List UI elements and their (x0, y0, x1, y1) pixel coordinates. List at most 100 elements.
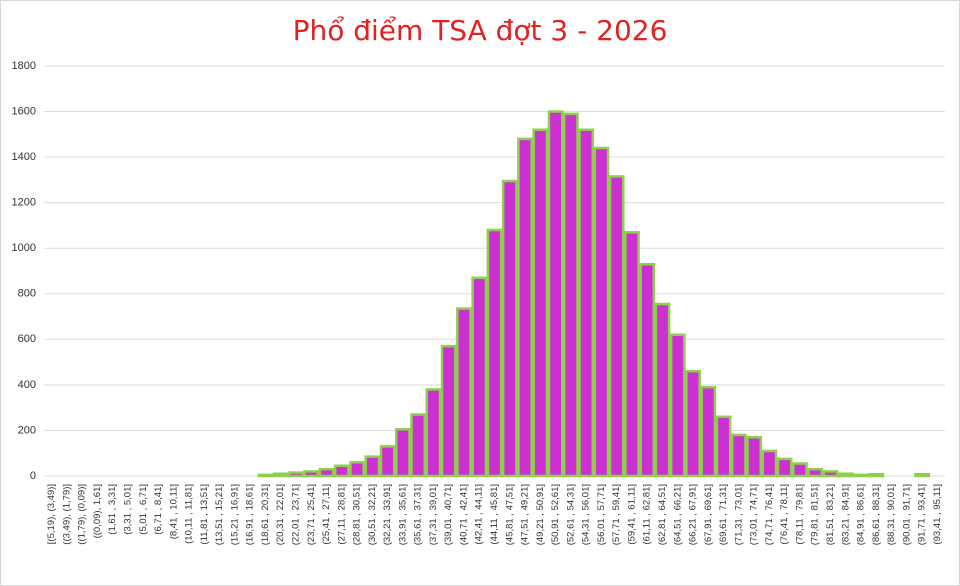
bar (837, 472, 854, 478)
x-tick-label: (74,71 , 76,41] (764, 484, 775, 545)
y-tick-label: 800 (18, 288, 36, 300)
y-tick-label: 1200 (12, 197, 36, 209)
x-tick-label: (47,51 , 49,21] (520, 484, 531, 545)
bar (333, 464, 350, 478)
x-tick-label: (11,81 , 13,51] (199, 484, 210, 545)
bar (486, 228, 503, 478)
x-tick-label: ((3,49), (1,79)] (61, 484, 72, 545)
x-tick-label: (78,11 , 79,81] (794, 484, 805, 545)
x-tick-label: (6,71 , 8,41] (153, 484, 164, 535)
bar (410, 413, 427, 478)
bar (547, 110, 564, 478)
bar (914, 472, 930, 478)
x-tick-label: (59,41 , 61,11] (626, 484, 637, 545)
x-tick-label: (93,41 , 95,11] (932, 484, 943, 545)
x-tick-label: (49,21 , 50,91] (535, 484, 546, 545)
x-tick-label: (62,81 , 64,51] (657, 484, 668, 545)
x-tick-label: (76,41 , 78,11] (779, 484, 790, 545)
bar (562, 112, 579, 478)
x-tick-label: (30,51 , 32,21] (367, 484, 378, 545)
x-tick-label: (81,51 , 83,21] (825, 484, 836, 545)
x-tick-label: (1,61 , 3,31] (107, 484, 118, 535)
bar (822, 470, 839, 478)
x-tick-label: (88,31 , 90,01] (886, 484, 897, 545)
x-tick-label: (16,91 , 18,61] (245, 484, 256, 545)
x-tick-label: (86,61 , 88,31] (871, 484, 882, 545)
x-tick-label: (23,71 , 25,41] (306, 484, 317, 545)
x-tick-label: (67,91 , 69,61] (703, 484, 714, 545)
x-tick-label: (52,61 , 54,31] (565, 484, 576, 545)
x-tick-label: (42,41 , 44,11] (474, 484, 485, 545)
bar (394, 428, 411, 478)
x-tick-label: (5,01 , 6,71] (138, 484, 149, 535)
bar (288, 471, 304, 478)
x-tick-label: (8,41 , 10,11] (168, 484, 179, 539)
x-tick-label: (27,11 , 28,81] (336, 484, 347, 545)
bar (318, 467, 335, 478)
x-tick-label: (57,71 , 59,41] (611, 484, 622, 545)
x-tick-label: (10,11 , 11,81] (184, 484, 195, 544)
bar (776, 457, 793, 478)
bar (532, 128, 549, 478)
bar (593, 146, 610, 478)
x-tick-label: (32,21 , 33,91] (382, 484, 393, 545)
x-tick-label: (18,61 , 20,31] (260, 484, 271, 545)
bar (456, 307, 472, 478)
y-tick-label: 0 (30, 470, 36, 482)
x-tick-label: (22,01 , 23,71] (290, 484, 301, 545)
x-tick-label: (20,31 , 22,01] (275, 484, 286, 545)
bar (746, 436, 762, 478)
x-tick-label: (56,01 , 57,71] (596, 484, 607, 545)
x-tick-label: (44,11 , 45,81] (489, 484, 500, 545)
y-tick-label: 600 (18, 333, 36, 345)
x-tick-label: (13,51 , 15,21] (214, 484, 225, 545)
y-tick-label: 1400 (12, 151, 36, 163)
bar (471, 276, 488, 478)
x-tick-label: (3,31 , 5,01] (123, 484, 134, 535)
bar (425, 388, 442, 478)
bar (501, 179, 518, 478)
bar (517, 137, 533, 478)
x-tick-label: (61,11 , 62,81] (642, 484, 653, 545)
x-tick-label: (69,61 , 71,31] (718, 484, 729, 545)
bar (639, 262, 656, 478)
x-tick-label: [(5,19), (3,49)] (46, 484, 57, 544)
x-tick-label: (15,21 , 16,91] (229, 484, 240, 545)
y-tick-label: 1800 (12, 60, 36, 72)
x-tick-label: (83,21 , 84,91] (840, 484, 851, 545)
x-tick-label: (90,01 , 91,71] (901, 484, 912, 545)
y-tick-label: 200 (18, 424, 36, 436)
x-tick-label: (50,91 , 52,61] (550, 484, 561, 545)
x-tick-label: (79,81 , 81,51] (810, 484, 821, 545)
bar (761, 449, 778, 478)
x-tick-label: (64,51 , 66,21] (672, 484, 683, 545)
bar (700, 385, 717, 478)
x-tick-label: (33,91 , 35,61] (397, 484, 408, 545)
x-tick-label: ((1,79), (0,09)] (77, 484, 88, 545)
chart-title: Phổ điểm TSA đợt 3 - 2026 (293, 14, 668, 47)
bar (578, 128, 595, 478)
x-tick-label: (25,41 , 27,11] (321, 484, 332, 545)
bar (440, 344, 457, 478)
bar (715, 415, 732, 478)
x-tick-label: (66,21 , 67,91] (688, 484, 699, 545)
x-tick-label: (54,31 , 56,01] (581, 484, 592, 545)
x-tick-label: (84,91 , 86,61] (856, 484, 867, 545)
x-tick-label: (37,31 , 39,01] (428, 484, 439, 545)
x-tick-label: (28,81 , 30,51] (352, 484, 363, 545)
bar (868, 472, 885, 478)
x-tick-label: (39,01 , 40,71] (443, 484, 454, 545)
x-tick-label: (40,71 , 42,41] (458, 484, 469, 545)
bar (272, 472, 289, 478)
x-tick-label: ((0,09), 1,61] (92, 484, 103, 538)
bar (257, 473, 274, 478)
bar (624, 231, 640, 478)
bar (853, 473, 869, 478)
bar (685, 369, 701, 478)
bar (303, 470, 320, 478)
bar (608, 175, 625, 478)
y-tick-label: 400 (18, 379, 36, 391)
bar (349, 461, 365, 478)
bar (379, 445, 396, 478)
